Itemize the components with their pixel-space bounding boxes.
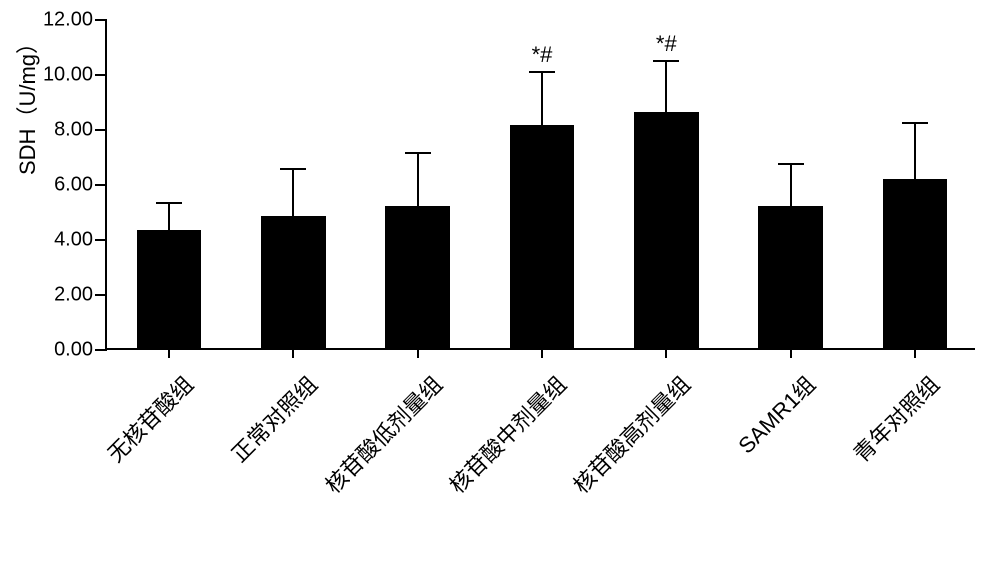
- sdh-bar-chart: SDH（U/mg） 0.00 2.00 4.00 6.00 8.00 10.00 12.00…: [0, 0, 1000, 574]
- y-tick-label: 4.00: [54, 229, 93, 252]
- error-cap: [778, 163, 804, 165]
- error-bar: [168, 203, 170, 261]
- error-cap: [156, 202, 182, 204]
- y-tick: [95, 129, 107, 131]
- error-bar: [292, 169, 294, 268]
- x-tick: [292, 348, 294, 358]
- y-tick: [95, 19, 107, 21]
- y-tick: [95, 184, 107, 186]
- x-tick: [665, 348, 667, 358]
- x-axis-labels: 无核苷酸组正常对照组核苷酸低剂量组核苷酸中剂量组核苷酸高剂量组SAMR1组青年对…: [105, 362, 975, 562]
- y-tick-label: 10.00: [43, 64, 93, 87]
- error-cap: [405, 152, 431, 154]
- x-tick: [790, 348, 792, 358]
- error-cap: [902, 238, 928, 240]
- error-cap: [529, 181, 555, 183]
- x-tick: [168, 348, 170, 358]
- error-cap: [405, 262, 431, 264]
- y-tick-label: 12.00: [43, 9, 93, 32]
- y-tick-label: 0.00: [54, 339, 93, 362]
- x-tick: [417, 348, 419, 358]
- error-cap: [156, 260, 182, 262]
- error-cap: [653, 165, 679, 167]
- y-tick-label: 8.00: [54, 119, 93, 142]
- y-tick: [95, 239, 107, 241]
- error-bar: [541, 72, 543, 182]
- significance-marker: *#: [656, 31, 677, 57]
- y-tick-label: 2.00: [54, 284, 93, 307]
- y-tick-label: 6.00: [54, 174, 93, 197]
- x-tick: [914, 348, 916, 358]
- error-bar: [417, 153, 419, 263]
- error-cap: [529, 71, 555, 73]
- error-cap: [653, 60, 679, 62]
- error-bar: [790, 164, 792, 252]
- x-tick: [541, 348, 543, 358]
- error-cap: [902, 122, 928, 124]
- error-cap: [280, 267, 306, 269]
- error-bar: [665, 61, 667, 166]
- y-tick: [95, 74, 107, 76]
- plot-area: 0.002.004.006.008.0010.0012.00*#*#: [105, 20, 975, 350]
- y-tick: [95, 294, 107, 296]
- y-axis-label: SDH（U/mg）: [10, 32, 42, 175]
- error-cap: [280, 168, 306, 170]
- significance-marker: *#: [532, 42, 553, 68]
- error-cap: [778, 251, 804, 253]
- y-tick: [95, 349, 107, 351]
- error-bar: [914, 123, 916, 239]
